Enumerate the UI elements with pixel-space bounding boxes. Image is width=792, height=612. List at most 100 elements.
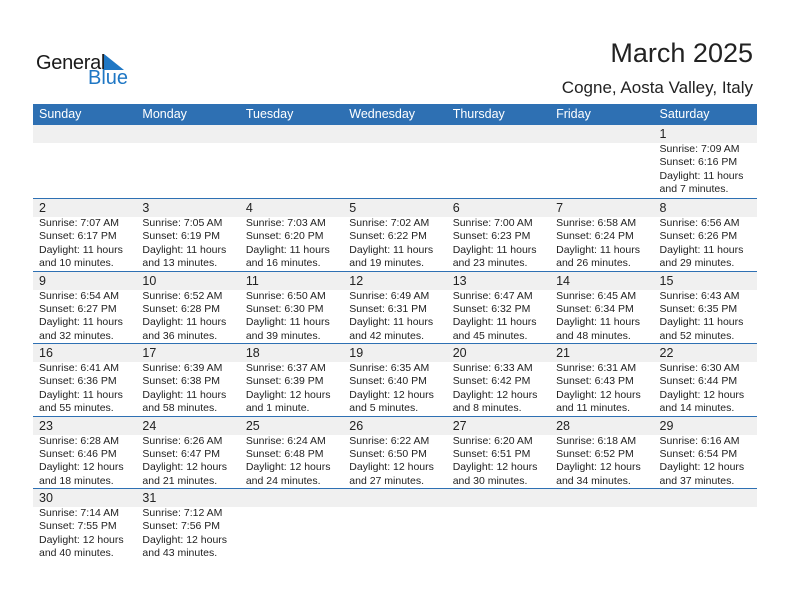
sunrise-text: Sunrise: 6:30 AM bbox=[659, 362, 740, 374]
daylight2-text: and 42 minutes. bbox=[349, 329, 424, 342]
day-cell: 29 Sunrise: 6:16 AM Sunset: 6:54 PM Dayligh… bbox=[654, 417, 757, 489]
day-number-band bbox=[33, 125, 757, 143]
sunrise-text: Sunrise: 6:33 AM bbox=[452, 362, 533, 374]
day-number-band bbox=[33, 489, 757, 507]
empty-cell bbox=[447, 125, 550, 198]
day-number: 6 bbox=[452, 201, 460, 215]
daylight2-text: and 24 minutes. bbox=[245, 474, 321, 487]
sunset-text: Sunset: 6:43 PM bbox=[556, 375, 634, 388]
weekday-tuesday: Tuesday bbox=[245, 107, 294, 121]
daylight1-text: Daylight: 12 hours bbox=[659, 388, 745, 401]
sunset-text: Sunset: 6:42 PM bbox=[452, 375, 531, 388]
day-cell: 10 Sunrise: 6:52 AM Sunset: 6:28 PM Dayligh… bbox=[136, 272, 239, 344]
daylight1-text: Daylight: 12 hours bbox=[39, 533, 124, 546]
logo-triangle-icon bbox=[104, 54, 124, 70]
sunrise-text: Sunrise: 6:28 AM bbox=[39, 434, 119, 447]
daylight1-text: Daylight: 12 hours bbox=[349, 461, 434, 474]
sunrise-text: Sunrise: 7:05 AM bbox=[142, 217, 223, 229]
day-number: 17 bbox=[142, 346, 157, 360]
daylight1-text: Daylight: 12 hours bbox=[245, 461, 331, 474]
empty-cell bbox=[550, 125, 653, 198]
weekday-wednesday: Wednesday bbox=[349, 107, 416, 121]
daylight1-text: Daylight: 11 hours bbox=[659, 243, 744, 256]
week-row: 30 Sunrise: 7:14 AM Sunset: 7:55 PM Dayligh… bbox=[33, 488, 757, 561]
empty-cell bbox=[343, 489, 446, 561]
day-number: 14 bbox=[556, 273, 571, 288]
week-row: 1 Sunrise: 7:09 AM Sunset: 6:16 PM Daylight… bbox=[33, 125, 757, 198]
day-cell: 13 Sunrise: 6:47 AM Sunset: 6:32 PM Dayligh… bbox=[447, 272, 550, 344]
daylight2-text: and 36 minutes. bbox=[142, 329, 218, 342]
daylight1-text: Daylight: 12 hours bbox=[452, 388, 538, 401]
location: Cogne, Aosta Valley, Italy bbox=[561, 78, 753, 97]
sunrise-text: Sunrise: 6:24 AM bbox=[245, 434, 326, 447]
sunset-text: Sunset: 7:56 PM bbox=[142, 520, 221, 533]
sunrise-text: Sunrise: 7:09 AM bbox=[659, 143, 740, 155]
sunrise-text: Sunrise: 6:43 AM bbox=[659, 289, 740, 302]
sunrise-text: Sunrise: 6:54 AM bbox=[39, 289, 119, 302]
sunrise-text: Sunrise: 6:18 AM bbox=[556, 434, 637, 447]
sunset-text: Sunset: 6:17 PM bbox=[39, 230, 117, 243]
daylight2-text: and 7 minutes. bbox=[659, 183, 729, 196]
daylight1-text: Daylight: 11 hours bbox=[39, 243, 123, 256]
daylight1-text: Daylight: 11 hours bbox=[659, 316, 744, 329]
daylight2-text: and 8 minutes. bbox=[452, 402, 522, 415]
sunset-text: Sunset: 6:39 PM bbox=[245, 375, 324, 388]
day-cell: 15 Sunrise: 6:43 AM Sunset: 6:35 PM Dayligh… bbox=[654, 272, 757, 344]
sunset-text: Sunset: 6:35 PM bbox=[659, 302, 738, 315]
day-number: 24 bbox=[142, 418, 157, 433]
sunrise-text: Sunrise: 7:00 AM bbox=[452, 217, 533, 229]
day-cell: 14 Sunrise: 6:45 AM Sunset: 6:34 PM Dayligh… bbox=[550, 272, 653, 344]
sunset-text: Sunset: 6:50 PM bbox=[349, 447, 427, 460]
sunrise-text: Sunrise: 6:49 AM bbox=[349, 289, 430, 302]
daylight1-text: Daylight: 12 hours bbox=[556, 388, 641, 401]
day-number: 19 bbox=[349, 346, 364, 360]
sunset-text: Sunset: 6:27 PM bbox=[39, 302, 117, 315]
day-cell: 26 Sunrise: 6:22 AM Sunset: 6:50 PM Dayligh… bbox=[343, 417, 446, 489]
logo-blue: Blue bbox=[88, 67, 129, 89]
sunrise-text: Sunrise: 6:45 AM bbox=[556, 289, 637, 302]
day-cell: 20 Sunrise: 6:33 AM Sunset: 6:42 PM Dayligh… bbox=[447, 344, 550, 416]
daylight2-text: and 58 minutes. bbox=[142, 402, 218, 415]
week-row: 16 Sunrise: 6:41 AM Sunset: 6:36 PM Dayligh… bbox=[33, 343, 757, 416]
day-cell: 28 Sunrise: 6:18 AM Sunset: 6:52 PM Dayligh… bbox=[550, 417, 653, 489]
daylight1-text: Daylight: 12 hours bbox=[245, 388, 331, 401]
daylight2-text: and 19 minutes. bbox=[349, 257, 424, 270]
sunset-text: Sunset: 6:51 PM bbox=[452, 447, 531, 460]
empty-cell bbox=[240, 489, 343, 561]
sunset-text: Sunset: 6:24 PM bbox=[556, 230, 634, 243]
sunrise-text: Sunrise: 7:12 AM bbox=[142, 507, 223, 519]
day-number: 8 bbox=[659, 201, 667, 215]
day-number: 1 bbox=[659, 127, 667, 141]
week-row: 2 Sunrise: 7:07 AM Sunset: 6:17 PM Daylight… bbox=[33, 198, 757, 271]
day-number: 18 bbox=[245, 346, 260, 360]
weekday-thursday: Thursday bbox=[452, 107, 505, 121]
day-cell: 18 Sunrise: 6:37 AM Sunset: 6:39 PM Dayligh… bbox=[240, 344, 343, 416]
sunset-text: Sunset: 7:55 PM bbox=[39, 520, 117, 533]
sunrise-text: Sunrise: 7:07 AM bbox=[39, 217, 119, 229]
daylight2-text: and 30 minutes. bbox=[452, 474, 528, 487]
day-cell: 27 Sunrise: 6:20 AM Sunset: 6:51 PM Dayligh… bbox=[447, 417, 550, 489]
empty-cell bbox=[33, 125, 136, 198]
daylight2-text: and 14 minutes. bbox=[659, 402, 735, 415]
day-cell: 30 Sunrise: 7:14 AM Sunset: 7:55 PM Dayligh… bbox=[33, 489, 136, 561]
week-row: 23 Sunrise: 6:28 AM Sunset: 6:46 PM Dayligh… bbox=[33, 415, 757, 489]
daylight2-text: and 55 minutes. bbox=[39, 402, 114, 415]
day-number: 16 bbox=[39, 346, 53, 360]
day-cell: 9 Sunrise: 6:54 AM Sunset: 6:27 PM Daylight… bbox=[33, 272, 136, 344]
sunset-text: Sunset: 6:54 PM bbox=[659, 447, 738, 460]
calendar-grid: 1 Sunrise: 7:09 AM Sunset: 6:16 PM Daylight… bbox=[33, 125, 757, 561]
sunrise-text: Sunrise: 6:37 AM bbox=[245, 362, 326, 374]
sunset-text: Sunset: 6:40 PM bbox=[349, 375, 427, 388]
daylight2-text: and 52 minutes. bbox=[659, 329, 735, 342]
daylight1-text: Daylight: 11 hours bbox=[39, 388, 123, 401]
empty-cell bbox=[343, 125, 446, 198]
day-number: 7 bbox=[556, 201, 564, 215]
daylight1-text: Daylight: 12 hours bbox=[556, 461, 641, 474]
daylight1-text: Daylight: 11 hours bbox=[452, 316, 537, 329]
sunrise-text: Sunrise: 6:58 AM bbox=[556, 217, 637, 229]
sunset-text: Sunset: 6:30 PM bbox=[245, 302, 324, 315]
sunset-text: Sunset: 6:28 PM bbox=[142, 302, 221, 315]
sunset-text: Sunset: 6:38 PM bbox=[142, 375, 221, 388]
sunset-text: Sunset: 6:47 PM bbox=[142, 447, 221, 460]
daylight2-text: and 21 minutes. bbox=[142, 474, 218, 487]
